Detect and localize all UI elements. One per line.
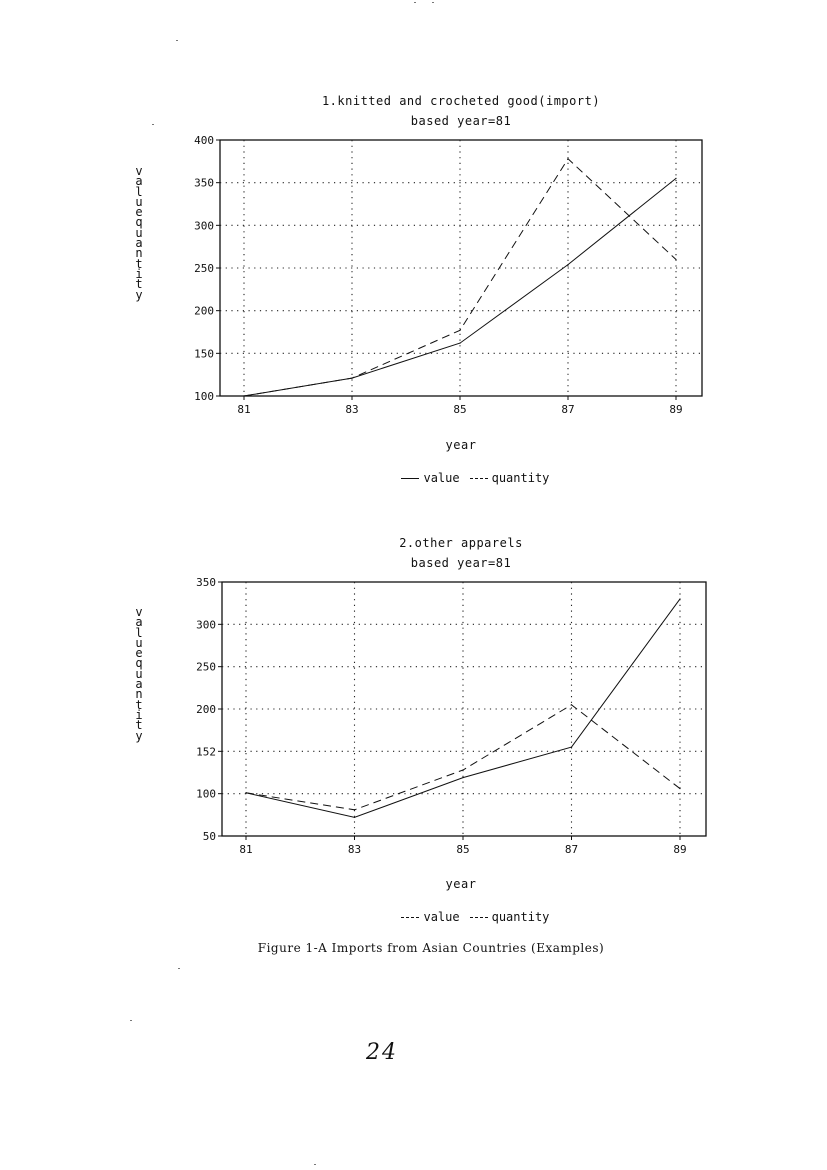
legend-line-solid bbox=[401, 478, 420, 479]
y-tick-label: 400 bbox=[194, 134, 214, 147]
scan-speck bbox=[414, 2, 416, 3]
y-axis-label: value quantity bbox=[135, 605, 150, 743]
x-tick-label: 87 bbox=[565, 843, 578, 856]
y-tick-label: 150 bbox=[194, 347, 214, 360]
series-quantity-point bbox=[351, 377, 353, 379]
chart-subtitle: based year=81 bbox=[410, 556, 512, 570]
x-axis-label: year bbox=[445, 877, 477, 891]
series-quantity-point bbox=[570, 704, 573, 706]
series-quantity-point bbox=[462, 769, 464, 771]
legend: value quantity bbox=[220, 457, 702, 499]
chart-subtitle: based year=81 bbox=[410, 114, 512, 128]
scan-speck bbox=[130, 1020, 132, 1021]
series-value-point bbox=[570, 746, 573, 748]
y-tick-label: 200 bbox=[196, 703, 216, 716]
series-value-point bbox=[353, 816, 356, 818]
series-value-point bbox=[679, 598, 681, 600]
x-tick-label: 81 bbox=[239, 843, 252, 856]
x-tick-label: 89 bbox=[669, 403, 682, 416]
figure-caption: Figure 1-A Imports from Asian Countries … bbox=[257, 941, 605, 955]
series-quantity-point bbox=[675, 258, 677, 261]
scan-speck bbox=[178, 968, 180, 969]
series-value-point bbox=[675, 177, 677, 179]
legend-line-dashed bbox=[469, 478, 488, 479]
x-tick-label: 83 bbox=[345, 403, 358, 416]
legend: value quantity bbox=[220, 896, 702, 938]
y-tick-label: 152 bbox=[196, 745, 216, 758]
y-tick-label: 300 bbox=[194, 219, 214, 232]
series-quantity-point bbox=[567, 158, 569, 160]
y-tick-label: 100 bbox=[194, 390, 214, 403]
y-tick-label: 350 bbox=[194, 177, 214, 190]
scan-speck bbox=[432, 2, 434, 3]
series-value-point bbox=[567, 263, 569, 266]
series-quantity-point bbox=[245, 792, 247, 794]
x-tick-label: 85 bbox=[453, 403, 466, 416]
series-quantity-point bbox=[459, 329, 461, 331]
series-value-point bbox=[459, 342, 461, 344]
y-tick-label: 100 bbox=[196, 788, 216, 801]
y-tick-label: 250 bbox=[194, 262, 214, 275]
y-tick-label: 300 bbox=[196, 618, 216, 631]
y-tick-label: 250 bbox=[196, 661, 216, 674]
page-number: 24 bbox=[366, 1040, 398, 1065]
scan-speck bbox=[176, 40, 178, 41]
y-axis-label: value quantity bbox=[135, 164, 150, 302]
x-axis-label: year bbox=[445, 438, 477, 452]
y-tick-label: 200 bbox=[194, 305, 214, 318]
y-tick-label: 350 bbox=[196, 576, 216, 589]
x-tick-label: 87 bbox=[561, 403, 574, 416]
series-value-point bbox=[462, 776, 464, 779]
legend-quantity-label: quantity bbox=[491, 910, 550, 924]
x-tick-label: 89 bbox=[673, 843, 686, 856]
scan-speck bbox=[314, 1164, 316, 1165]
legend-quantity-label: quantity bbox=[491, 471, 550, 485]
chart-title: 1.knitted and crocheted good(import) bbox=[321, 94, 601, 108]
legend-line-dashed bbox=[469, 917, 488, 918]
x-tick-label: 83 bbox=[348, 843, 361, 856]
legend-line-dashed bbox=[401, 917, 420, 918]
x-tick-label: 81 bbox=[237, 403, 250, 416]
series-quantity-point bbox=[353, 809, 356, 811]
series-quantity-point bbox=[679, 787, 681, 790]
legend-value-label: value bbox=[423, 910, 460, 924]
chart-title: 2.other apparels bbox=[399, 536, 523, 550]
chart-plot: 350 300 250 200 152 100 50 81 83 85 87 89 bbox=[196, 576, 707, 856]
chart-plot: 400 350 300 250 200 150 100 81 83 85 87 89 bbox=[194, 134, 703, 416]
x-tick-label: 85 bbox=[456, 843, 469, 856]
legend-value-label: value bbox=[423, 471, 460, 485]
y-tick-label: 50 bbox=[203, 830, 216, 843]
series-quantity-point bbox=[243, 395, 245, 397]
scan-speck bbox=[152, 124, 154, 125]
